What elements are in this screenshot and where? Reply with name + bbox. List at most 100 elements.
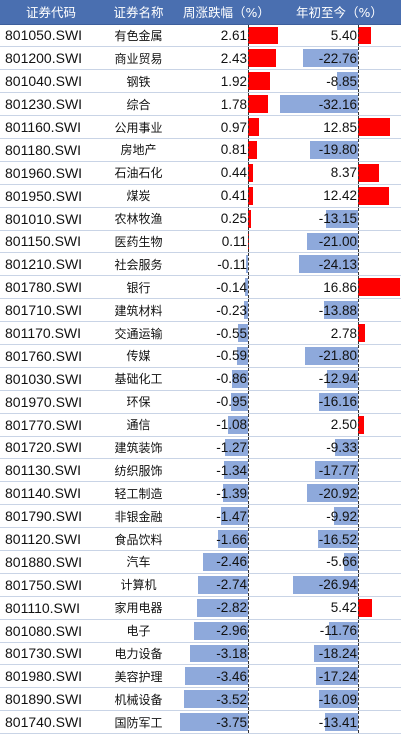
security-code: 801040.SWI xyxy=(0,69,102,94)
ytd-change-cell: 2.78 xyxy=(278,321,401,345)
table-row: 801200.SWI 商业贸易 2.43 -22.76 xyxy=(0,46,401,71)
ytd-change-zero-axis xyxy=(358,276,359,299)
week-change-cell: -2.74 xyxy=(175,573,278,597)
security-name: 机械设备 xyxy=(102,687,175,712)
security-code: 801160.SWI xyxy=(0,115,102,139)
week-change-bar xyxy=(222,484,248,503)
ytd-change-value: -8.85 xyxy=(326,73,357,89)
security-code: 801050.SWI xyxy=(0,24,102,48)
security-code: 801790.SWI xyxy=(0,504,102,529)
ytd-change-zero-axis xyxy=(358,413,359,436)
week-change-bar xyxy=(248,163,254,182)
security-name: 石油石化 xyxy=(102,161,175,185)
ytd-change-cell: -13.41 xyxy=(278,710,401,735)
table-row: 801890.SWI 机械设备 -3.52 -16.09 xyxy=(0,687,401,712)
security-name: 纺织服饰 xyxy=(102,458,175,483)
week-change-zero-axis xyxy=(248,390,249,413)
ytd-change-cell: 12.85 xyxy=(278,115,401,139)
week-change-value: -1.39 xyxy=(216,485,247,501)
week-change-cell: -0.59 xyxy=(175,344,278,368)
ytd-change-zero-axis xyxy=(358,619,359,642)
week-change-cell: -3.75 xyxy=(175,710,278,735)
ytd-change-value: -9.33 xyxy=(326,439,357,455)
week-change-value: 0.97 xyxy=(220,119,247,135)
week-change-cell: -1.08 xyxy=(175,413,278,437)
ytd-change-bar xyxy=(318,392,358,411)
ytd-change-bar xyxy=(335,438,358,457)
week-change-zero-axis xyxy=(248,116,249,138)
ytd-change-value: -24.13 xyxy=(318,256,357,272)
ytd-change-zero-axis xyxy=(358,665,359,688)
week-change-zero-axis xyxy=(248,299,249,322)
week-change-value: -2.82 xyxy=(216,600,247,616)
ytd-change-zero-axis xyxy=(358,138,359,161)
ytd-change-bar xyxy=(307,484,358,503)
week-change-zero-axis xyxy=(248,276,249,299)
ytd-change-bar xyxy=(326,369,358,388)
table-row: 801780.SWI 银行 -0.14 16.86 xyxy=(0,275,401,300)
security-name: 房地产 xyxy=(102,138,175,162)
ytd-change-zero-axis xyxy=(358,390,359,413)
ytd-change-bar xyxy=(318,690,358,709)
ytd-change-zero-axis xyxy=(358,573,359,596)
ytd-change-cell: -22.76 xyxy=(278,46,401,71)
table-row: 801750.SWI 计算机 -2.74 -26.94 xyxy=(0,573,401,597)
ytd-change-cell: -11.76 xyxy=(278,619,401,643)
week-change-cell: -1.27 xyxy=(175,436,278,460)
ytd-change-value: 5.42 xyxy=(330,600,357,616)
week-change-zero-axis xyxy=(248,93,249,116)
ytd-change-bar xyxy=(307,232,358,251)
ytd-change-bar xyxy=(324,301,358,320)
ytd-change-zero-axis xyxy=(358,93,359,116)
security-name: 交通运输 xyxy=(102,321,175,345)
table-row: 801040.SWI 钢铁 1.92 -8.85 xyxy=(0,69,401,94)
header-code: 证券代码 xyxy=(0,0,102,25)
ytd-change-bar xyxy=(358,278,400,297)
table-row: 801710.SWI 建筑材料 -0.23 -13.88 xyxy=(0,298,401,323)
ytd-change-zero-axis xyxy=(358,688,359,711)
ytd-change-bar xyxy=(309,140,358,159)
ytd-change-zero-axis xyxy=(358,642,359,665)
week-change-cell: -0.14 xyxy=(175,275,278,300)
week-change-zero-axis xyxy=(248,322,249,344)
ytd-change-zero-axis xyxy=(358,505,359,528)
week-change-cell: -2.82 xyxy=(175,596,278,620)
ytd-change-cell: -16.09 xyxy=(278,687,401,712)
security-code: 801780.SWI xyxy=(0,275,102,300)
week-change-value: -1.66 xyxy=(216,531,247,547)
week-change-cell: 0.25 xyxy=(175,207,278,231)
ytd-change-cell: 2.50 xyxy=(278,413,401,437)
week-change-bar xyxy=(248,72,271,91)
table-row: 801720.SWI 建筑装饰 -1.27 -9.33 xyxy=(0,436,401,460)
week-change-value: -3.52 xyxy=(216,691,247,707)
table-row: 801210.SWI 社会服务 -0.11 -24.13 xyxy=(0,252,401,277)
ytd-change-bar xyxy=(358,415,365,434)
week-change-zero-axis xyxy=(248,642,249,665)
ytd-change-cell: 16.86 xyxy=(278,275,401,300)
ytd-change-cell: 5.40 xyxy=(278,24,401,48)
week-change-bar xyxy=(246,255,248,274)
week-change-bar xyxy=(221,507,248,526)
ytd-change-zero-axis xyxy=(358,459,359,482)
week-change-bar xyxy=(248,186,253,205)
security-name: 食品饮料 xyxy=(102,527,175,551)
security-code: 801110.SWI xyxy=(0,596,102,620)
ytd-change-value: -13.88 xyxy=(318,302,357,318)
ytd-change-value: 8.37 xyxy=(330,165,357,181)
ytd-change-value: -16.52 xyxy=(318,531,357,547)
week-change-bar xyxy=(223,461,248,480)
table-row: 801150.SWI 医药生物 0.11 -21.00 xyxy=(0,230,401,254)
week-change-cell: -3.18 xyxy=(175,642,278,666)
security-code: 801890.SWI xyxy=(0,687,102,712)
ytd-change-cell: -9.33 xyxy=(278,436,401,460)
ytd-change-value: 2.50 xyxy=(330,417,357,433)
ytd-change-zero-axis xyxy=(358,70,359,93)
week-change-cell: 2.43 xyxy=(175,46,278,71)
week-change-zero-axis xyxy=(248,596,249,619)
table-row: 801180.SWI 房地产 0.81 -19.80 xyxy=(0,138,401,162)
security-name: 医药生物 xyxy=(102,230,175,254)
table-row: 801950.SWI 煤炭 0.41 12.42 xyxy=(0,184,401,208)
security-code: 801210.SWI xyxy=(0,252,102,277)
table-row: 801080.SWI 电子 -2.96 -11.76 xyxy=(0,619,401,643)
security-code: 801150.SWI xyxy=(0,230,102,254)
